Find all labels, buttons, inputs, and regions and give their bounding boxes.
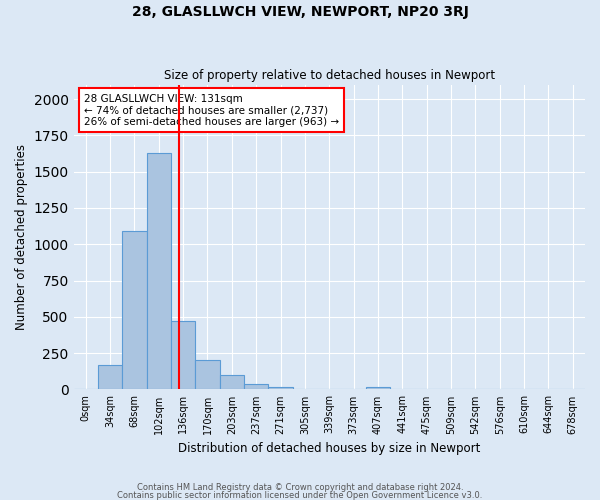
Text: Contains public sector information licensed under the Open Government Licence v3: Contains public sector information licen… <box>118 490 482 500</box>
Bar <box>171 321 196 390</box>
Bar <box>268 386 293 390</box>
Bar <box>146 153 171 390</box>
Title: Size of property relative to detached houses in Newport: Size of property relative to detached ho… <box>164 69 495 82</box>
Bar <box>341 388 366 390</box>
Text: 28 GLASLLWCH VIEW: 131sqm
← 74% of detached houses are smaller (2,737)
26% of se: 28 GLASLLWCH VIEW: 131sqm ← 74% of detac… <box>84 94 339 127</box>
Y-axis label: Number of detached properties: Number of detached properties <box>15 144 28 330</box>
Bar <box>98 365 122 390</box>
Bar <box>366 386 390 390</box>
Bar <box>122 231 146 390</box>
Bar <box>220 375 244 390</box>
Bar <box>317 388 341 390</box>
Text: Contains HM Land Registry data © Crown copyright and database right 2024.: Contains HM Land Registry data © Crown c… <box>137 484 463 492</box>
Text: 28, GLASLLWCH VIEW, NEWPORT, NP20 3RJ: 28, GLASLLWCH VIEW, NEWPORT, NP20 3RJ <box>131 5 469 19</box>
Bar <box>244 384 268 390</box>
Bar <box>293 388 317 390</box>
X-axis label: Distribution of detached houses by size in Newport: Distribution of detached houses by size … <box>178 442 481 455</box>
Bar <box>196 360 220 390</box>
